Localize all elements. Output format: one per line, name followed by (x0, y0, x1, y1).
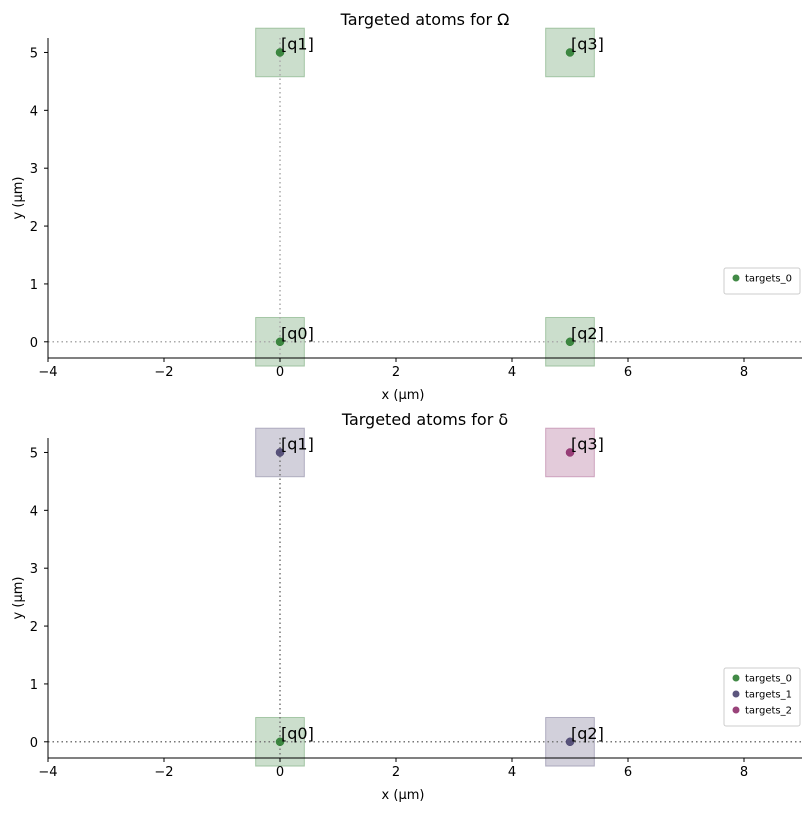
y-tick-label: 3 (30, 562, 38, 577)
x-tick-label: 8 (740, 365, 748, 380)
x-tick-label: 6 (624, 365, 632, 380)
legend-label: targets_1 (745, 690, 792, 701)
chart-title: Targeted atoms for Ω (340, 10, 510, 29)
atom-label: [q2] (571, 324, 604, 343)
chart-panel-delta: [q0] [q1] [q2] [q3] −4 −2 0 2 4 6 8 0 1 2 3 4 5 x (μm) y (… (11, 410, 802, 803)
y-tick-label: 3 (30, 162, 38, 177)
x-tick-label: 4 (508, 765, 516, 780)
legend-marker (732, 690, 740, 698)
atom-label: [q1] (281, 434, 314, 453)
legend-marker (732, 274, 740, 282)
atom-point (275, 448, 285, 457)
atom-point (565, 337, 575, 347)
legend-label: targets_0 (745, 674, 792, 685)
atom-point (565, 448, 575, 457)
atom-label: [q2] (571, 724, 604, 743)
legend-label: targets_2 (745, 706, 792, 717)
legend-marker (732, 674, 740, 682)
chart-panel-omega: [q0] [q1] [q2] [q3] −4 −2 0 2 4 6 8 0 1 2 3 4 5 x (μm) y (… (11, 10, 802, 403)
x-tick-label: 8 (740, 765, 748, 780)
x-tick-label: 2 (392, 365, 400, 380)
y-axis-label: y (μm) (11, 177, 26, 220)
chart-title: Targeted atoms for δ (341, 410, 508, 429)
y-tick-label: 1 (30, 278, 38, 293)
atom-label: [q0] (281, 724, 314, 743)
y-tick-label: 5 (30, 46, 38, 61)
legend-marker (732, 706, 740, 714)
x-tick-label: −4 (38, 365, 57, 380)
x-tick-label: 0 (276, 765, 284, 780)
legend-box (723, 267, 801, 295)
atom-point (565, 737, 575, 747)
x-axis-label: x (μm) (382, 388, 425, 403)
y-axis-label: y (μm) (11, 577, 26, 620)
y-tick-label: 4 (30, 504, 38, 519)
x-tick-label: 6 (624, 765, 632, 780)
x-tick-label: −2 (154, 765, 173, 780)
y-tick-label: 5 (30, 446, 38, 461)
x-tick-label: 4 (508, 365, 516, 380)
y-tick-label: 0 (30, 736, 38, 751)
y-tick-label: 2 (30, 620, 38, 635)
atom-label: [q3] (571, 34, 604, 53)
atom-point (275, 337, 285, 347)
x-tick-label: 2 (392, 765, 400, 780)
x-axis-label: x (μm) (382, 788, 425, 803)
y-tick-label: 1 (30, 678, 38, 693)
y-tick-label: 2 (30, 220, 38, 235)
atom-label: [q0] (281, 324, 314, 343)
legend-label: targets_0 (745, 274, 792, 285)
atom-label: [q1] (281, 34, 314, 53)
y-tick-label: 4 (30, 104, 38, 119)
legend-box (723, 667, 801, 727)
atom-point (275, 737, 285, 747)
y-tick-label: 0 (30, 336, 38, 351)
x-tick-label: 0 (276, 365, 284, 380)
atom-point (275, 48, 285, 57)
atom-label: [q3] (571, 434, 604, 453)
x-tick-label: −4 (38, 765, 57, 780)
x-tick-label: −2 (154, 365, 173, 380)
atom-point (565, 48, 575, 57)
target-region (545, 427, 595, 478)
